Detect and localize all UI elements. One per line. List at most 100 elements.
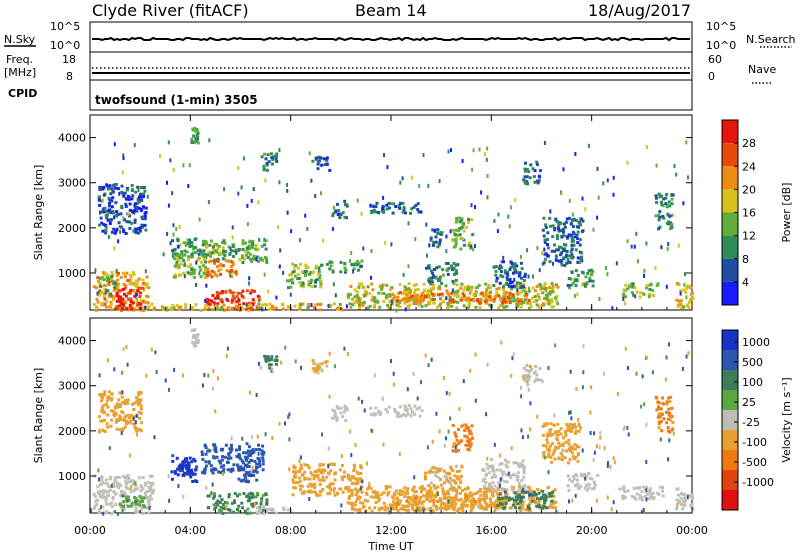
scatter-cell xyxy=(537,306,541,310)
scatter-cell xyxy=(275,160,279,163)
scatter-cell xyxy=(292,464,296,468)
scatter-cell xyxy=(132,272,136,276)
scatter-cell xyxy=(649,282,653,286)
scatter-cell xyxy=(139,500,143,504)
scatter-cell xyxy=(545,237,549,241)
scatter-cell xyxy=(393,407,396,411)
scatter-cell xyxy=(142,288,146,292)
scatter-cell xyxy=(301,285,305,289)
scatter-cell xyxy=(432,301,436,305)
scatter-cell xyxy=(398,489,402,493)
scatter-cell xyxy=(454,271,458,275)
scatter-cell xyxy=(511,293,515,297)
sparse-echo xyxy=(651,370,654,375)
nave-tick-top: 60 xyxy=(708,53,722,66)
scatter-cell xyxy=(667,220,670,224)
scatter-cell xyxy=(457,441,461,445)
scatter-cell xyxy=(216,247,220,251)
sparse-echo xyxy=(108,446,111,451)
scatter-cell xyxy=(503,295,507,299)
scatter-cell xyxy=(428,289,432,293)
sparse-echo xyxy=(195,282,198,287)
scatter-cell xyxy=(100,479,104,483)
scatter-cell xyxy=(124,232,128,235)
sparse-echo xyxy=(453,479,456,484)
sparse-echo xyxy=(354,443,357,447)
scatter-cell xyxy=(451,505,454,509)
scatter-cell xyxy=(128,227,132,230)
scatter-cell xyxy=(363,498,367,502)
scatter-cell xyxy=(118,502,122,506)
scatter-cell xyxy=(434,474,438,478)
sparse-echo xyxy=(458,407,461,411)
scatter-cell xyxy=(638,497,642,501)
scatter-cell xyxy=(537,304,541,308)
scatter-cell xyxy=(544,293,548,297)
scatter-cell xyxy=(235,295,239,299)
cpid-panel-frame xyxy=(89,79,693,111)
nsearch-tick-bottom: 10^0 xyxy=(706,39,736,52)
scatter-cell xyxy=(138,295,142,298)
scatter-cell xyxy=(436,231,440,235)
scatter-cell xyxy=(523,167,527,171)
scatter-cell xyxy=(523,175,527,179)
scatter-cell xyxy=(447,267,451,270)
scatter-cell xyxy=(516,489,520,493)
scatter-cell xyxy=(666,212,670,216)
scatter-cell xyxy=(402,207,406,211)
scatter-cell xyxy=(577,225,581,229)
scatter-cell xyxy=(237,299,241,303)
sparse-echo xyxy=(683,282,686,287)
scatter-cell xyxy=(219,471,223,474)
scatter-cell xyxy=(202,272,206,276)
sparse-echo xyxy=(162,252,165,257)
scatter-cell xyxy=(220,498,224,502)
sparse-echo xyxy=(346,352,349,356)
sparse-echo xyxy=(516,288,519,293)
scatter-cell xyxy=(128,220,131,224)
scatter-cell xyxy=(265,498,269,502)
scatter-cell xyxy=(130,303,134,307)
scatter-cell xyxy=(105,276,109,280)
scatter-cell xyxy=(135,297,139,301)
scatter-cell xyxy=(351,297,355,301)
scatter-cell xyxy=(563,249,566,253)
scatter-cell xyxy=(491,490,495,494)
scatter-cell xyxy=(99,482,103,486)
scatter-cell xyxy=(128,290,132,294)
scatter-cell xyxy=(462,423,466,427)
sparse-echo xyxy=(278,264,281,269)
scatter-cell xyxy=(358,283,361,287)
scatter-cell xyxy=(657,426,661,430)
scatter-cell xyxy=(230,307,234,311)
scatter-cell xyxy=(282,508,286,512)
scatter-cell xyxy=(474,290,478,294)
scatter-cell xyxy=(307,279,311,283)
scatter-cell xyxy=(535,377,538,381)
scatter-cell xyxy=(548,428,552,432)
scatter-cell xyxy=(150,302,154,306)
sparse-echo xyxy=(304,213,307,218)
scatter-cell xyxy=(523,375,527,379)
scatter-cell xyxy=(129,489,133,493)
scatter-cell xyxy=(391,504,395,508)
scatter-cell xyxy=(382,209,386,212)
scatter-cell xyxy=(99,393,103,397)
scatter-cell xyxy=(560,454,564,458)
scatter-cell xyxy=(573,235,577,239)
scatter-cell xyxy=(264,357,268,361)
scatter-cell xyxy=(146,489,150,493)
scatter-cell xyxy=(445,269,449,273)
sparse-echo xyxy=(673,164,676,168)
sparse-echo xyxy=(536,246,539,251)
scatter-cell xyxy=(216,307,220,311)
sparse-echo xyxy=(167,474,170,479)
scatter-cell xyxy=(407,287,411,291)
scatter-cell xyxy=(520,300,523,304)
sparse-echo xyxy=(248,276,251,281)
colorbar-tick-label: 8 xyxy=(742,253,749,266)
scatter-cell xyxy=(261,462,265,466)
scatter-cell xyxy=(108,201,112,205)
scatter-cell xyxy=(308,482,312,486)
sparse-echo xyxy=(169,241,172,246)
